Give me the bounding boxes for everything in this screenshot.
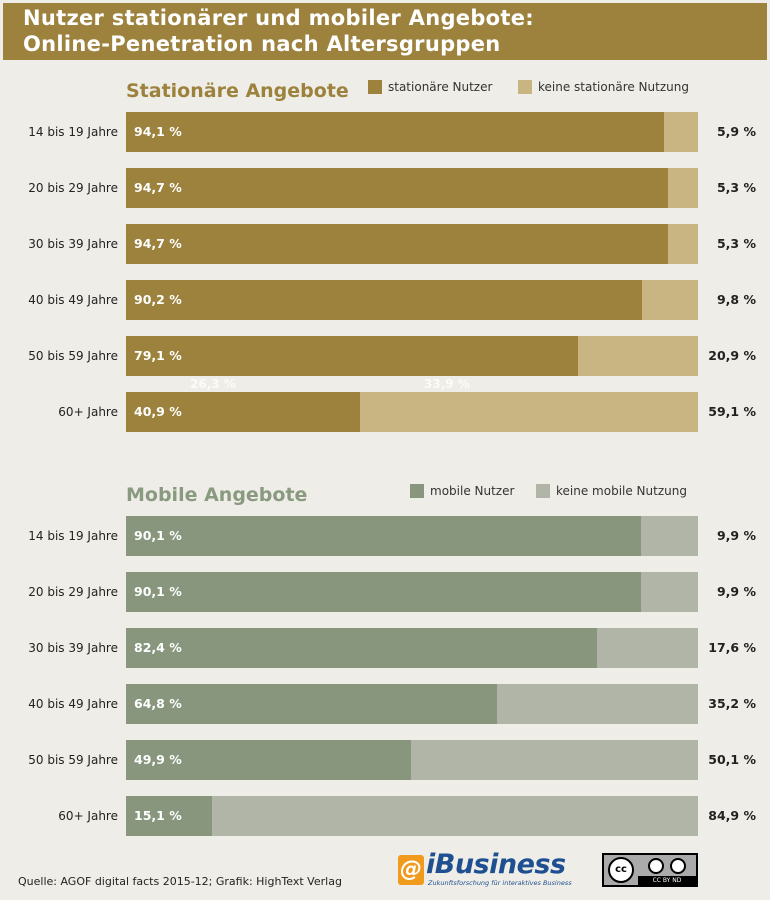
value-label-non-users: 59,1 % <box>708 404 756 419</box>
bar-segment-non-users <box>578 336 698 376</box>
bar-segment-users <box>126 224 668 264</box>
bar-segment-non-users <box>667 224 698 264</box>
legend-swatch-stationary-users <box>368 80 382 94</box>
value-label-users: 79,1 % <box>134 348 182 363</box>
category-label: 30 bis 39 Jahre <box>28 237 118 251</box>
legend-swatch-no-stationary <box>518 80 532 94</box>
bar-segment-non-users <box>641 572 698 612</box>
value-label-non-users: 9,8 % <box>716 292 756 307</box>
stationary-section-title: Stationäre Angebote <box>126 80 349 102</box>
value-label-non-users: 84,9 % <box>708 808 756 823</box>
bar-segment-non-users <box>664 112 698 152</box>
annotation-2: 33,9 % <box>424 377 470 391</box>
bar-segment-users <box>126 572 642 612</box>
value-label-users: 94,7 % <box>134 236 182 251</box>
stacked-bar: 64,8 % <box>126 684 698 724</box>
category-label: 50 bis 59 Jahre <box>28 349 118 363</box>
category-label: 60+ Jahre <box>58 809 118 823</box>
category-label: 60+ Jahre <box>58 405 118 419</box>
annotation-1: 26,3 % <box>190 377 236 391</box>
stacked-bar: 79,1 % <box>126 336 698 376</box>
category-label: 20 bis 29 Jahre <box>28 585 118 599</box>
bar-segment-users <box>126 684 497 724</box>
value-label-users: 90,2 % <box>134 292 182 307</box>
bar-segment-users <box>126 280 642 320</box>
value-label-non-users: 5,9 % <box>716 124 756 139</box>
value-label-non-users: 50,1 % <box>708 752 756 767</box>
title-line-2: Online-Penetration nach Altersgruppen <box>23 32 501 56</box>
bar-segment-non-users <box>667 168 698 208</box>
bar-segment-non-users <box>212 796 698 836</box>
bar-segment-non-users <box>411 740 698 780</box>
value-label-users: 40,9 % <box>134 404 182 419</box>
category-label: 40 bis 49 Jahre <box>28 293 118 307</box>
legend-no-mobile: keine mobile Nutzung <box>556 484 687 498</box>
cc-license-badge: cc CC BY ND <box>602 853 698 887</box>
value-label-users: 49,9 % <box>134 752 182 767</box>
bar-segment-users <box>126 392 360 432</box>
bar-segment-non-users <box>359 392 698 432</box>
value-label-users: 15,1 % <box>134 808 182 823</box>
stacked-bar: 90,1 % <box>126 516 698 556</box>
value-label-non-users: 9,9 % <box>716 584 756 599</box>
legend-mobile-users: mobile Nutzer <box>430 484 515 498</box>
cc-icon: cc <box>608 857 634 883</box>
stacked-bar: 90,1 % <box>126 572 698 612</box>
stacked-bar: 94,7 % <box>126 224 698 264</box>
stacked-bar: 82,4 % <box>126 628 698 668</box>
value-label-users: 90,1 % <box>134 584 182 599</box>
legend-stationary-users: stationäre Nutzer <box>388 80 493 94</box>
stacked-bar: 94,7 % <box>126 168 698 208</box>
title-line-1: Nutzer stationärer und mobiler Angebote: <box>23 6 534 30</box>
bar-segment-users <box>126 336 579 376</box>
value-label-users: 90,1 % <box>134 528 182 543</box>
stacked-bar: 15,1 % <box>126 796 698 836</box>
value-label-non-users: 35,2 % <box>708 696 756 711</box>
ibusiness-logo: @ iBusiness Zukunftsforschung für intera… <box>398 849 588 887</box>
bar-segment-users <box>126 516 642 556</box>
ibusiness-logo-text: iBusiness <box>426 849 566 880</box>
stacked-bar: 49,9 % <box>126 740 698 780</box>
category-label: 30 bis 39 Jahre <box>28 641 118 655</box>
stacked-bar: 90,2 % <box>126 280 698 320</box>
value-label-non-users: 9,9 % <box>716 528 756 543</box>
value-label-non-users: 5,3 % <box>716 180 756 195</box>
bar-segment-non-users <box>597 628 698 668</box>
ibusiness-tagline: Zukunftsforschung für interaktives Busin… <box>428 879 572 887</box>
category-label: 14 bis 19 Jahre <box>28 529 118 543</box>
source-note: Quelle: AGOF digital facts 2015-12; Graf… <box>18 875 342 888</box>
bar-segment-users <box>126 796 213 836</box>
value-label-users: 94,7 % <box>134 180 182 195</box>
stacked-bar: 40,9 % <box>126 392 698 432</box>
bar-segment-users <box>126 168 668 208</box>
ibusiness-logo-icon: @ <box>398 855 424 885</box>
bar-segment-non-users <box>641 516 698 556</box>
mobile-section-title: Mobile Angebote <box>126 484 308 506</box>
value-label-users: 64,8 % <box>134 696 182 711</box>
value-label-non-users: 5,3 % <box>716 236 756 251</box>
header: Nutzer stationärer und mobiler Angebote:… <box>3 3 767 60</box>
bar-segment-users <box>126 628 598 668</box>
license-text: CC BY ND <box>638 876 696 885</box>
value-label-non-users: 17,6 % <box>708 640 756 655</box>
legend-swatch-mobile-users <box>410 484 424 498</box>
bar-segment-non-users <box>496 684 698 724</box>
bar-segment-users <box>126 740 412 780</box>
value-label-non-users: 20,9 % <box>708 348 756 363</box>
category-label: 40 bis 49 Jahre <box>28 697 118 711</box>
bar-segment-non-users <box>641 280 698 320</box>
value-label-users: 94,1 % <box>134 124 182 139</box>
stacked-bar: 94,1 % <box>126 112 698 152</box>
bar-segment-users <box>126 112 665 152</box>
legend-swatch-no-mobile <box>536 484 550 498</box>
legend-no-stationary: keine stationäre Nutzung <box>538 80 689 94</box>
category-label: 20 bis 29 Jahre <box>28 181 118 195</box>
nd-icon <box>670 858 686 874</box>
category-label: 50 bis 59 Jahre <box>28 753 118 767</box>
by-icon <box>648 858 664 874</box>
category-label: 14 bis 19 Jahre <box>28 125 118 139</box>
value-label-users: 82,4 % <box>134 640 182 655</box>
